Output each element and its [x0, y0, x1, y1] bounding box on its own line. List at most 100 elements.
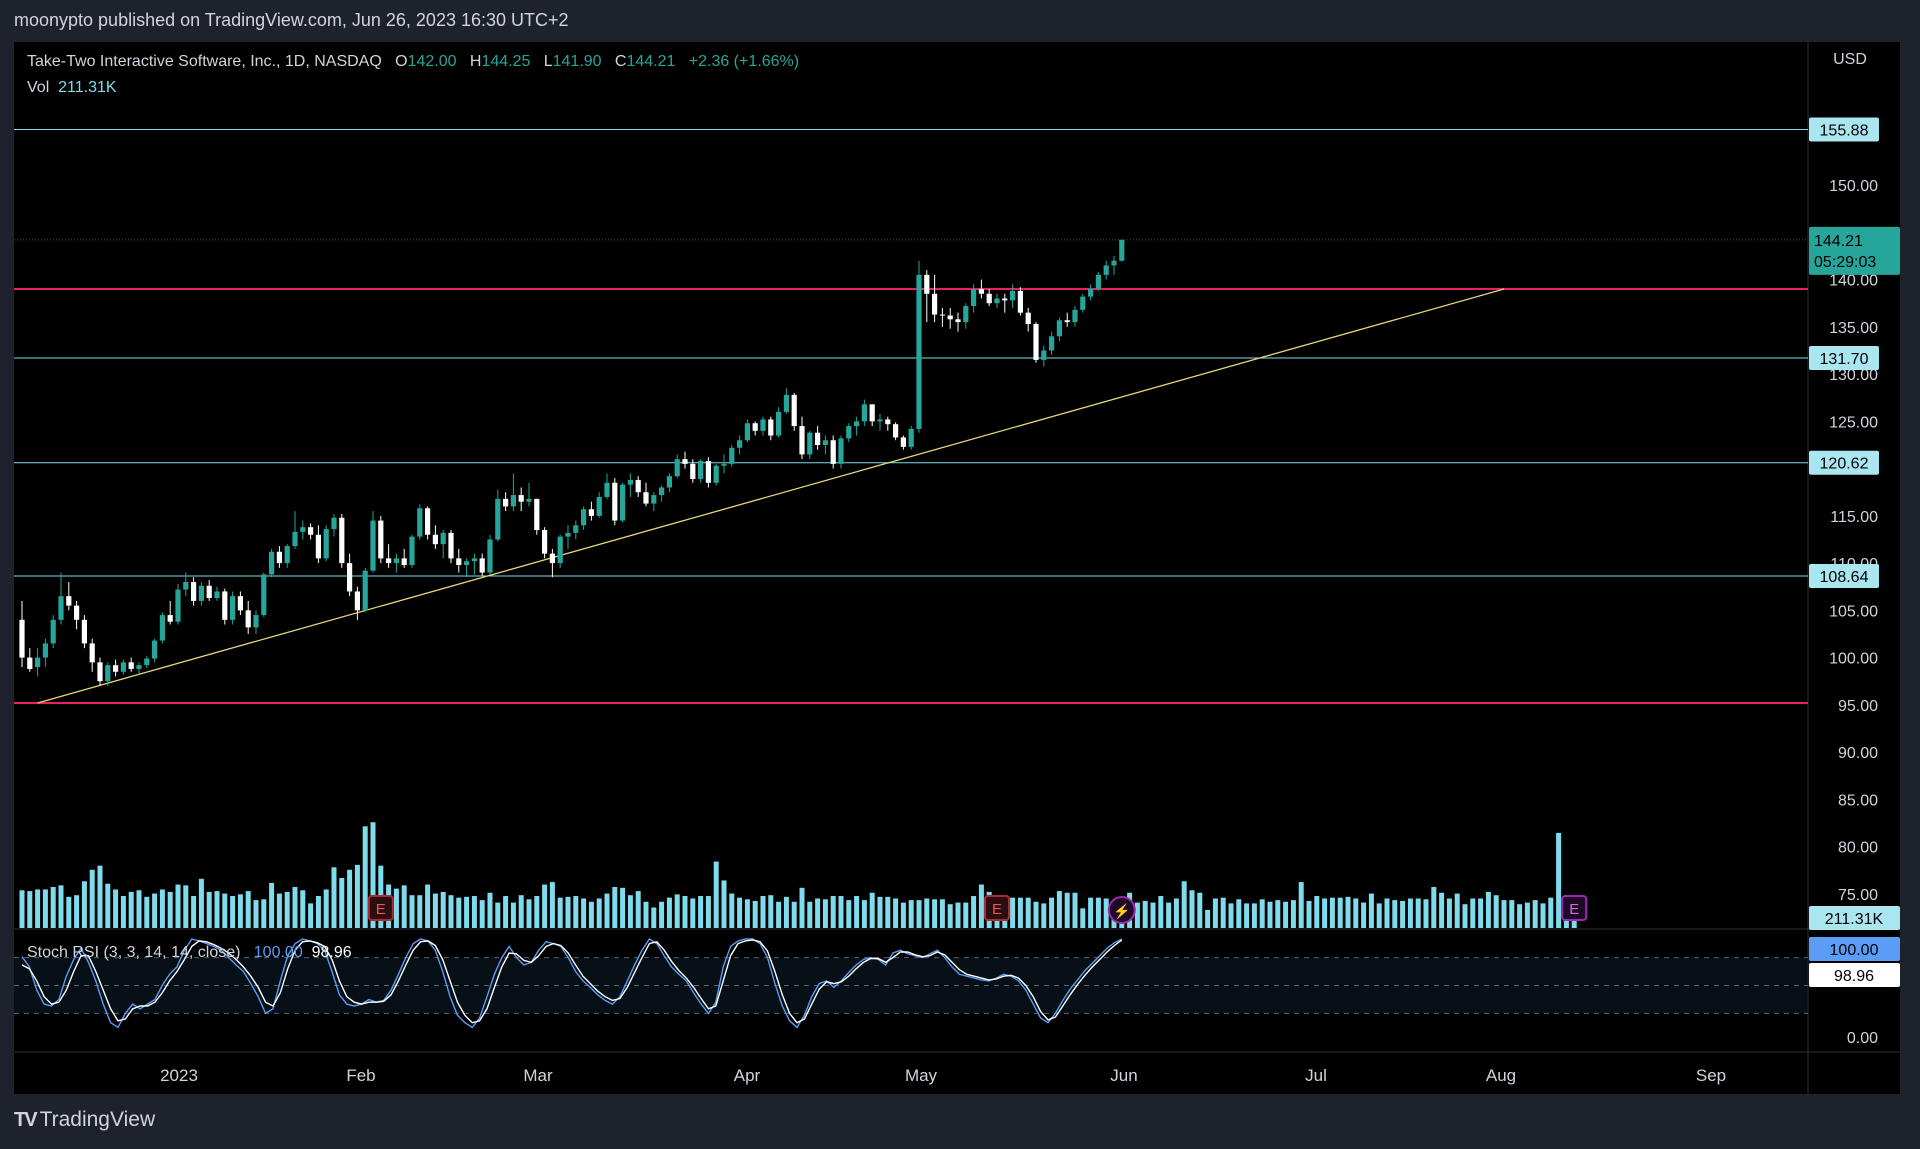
- candle-body: [503, 498, 509, 507]
- volume-bar: [456, 897, 462, 928]
- volume-bar: [1532, 900, 1538, 928]
- volume-bar: [877, 896, 883, 928]
- candle-body: [924, 274, 930, 294]
- volume-bar: [1025, 897, 1031, 928]
- volume-bar: [799, 887, 805, 928]
- stoch-rsi-k-line: [21, 938, 1123, 1029]
- volume-bar: [1189, 890, 1195, 928]
- volume-bar: [393, 888, 399, 928]
- candle-body: [752, 423, 758, 431]
- volume-bar: [27, 891, 33, 928]
- volume-bar: [1392, 900, 1398, 928]
- price-chart[interactable]: USD150.00145.00140.00135.00130.00125.001…: [14, 42, 1900, 1094]
- volume-bar: [245, 891, 251, 928]
- candle-body: [276, 551, 282, 564]
- volume-bar: [1150, 902, 1156, 928]
- volume-bar: [1142, 900, 1148, 928]
- volume-bar: [971, 896, 977, 928]
- volume-bar: [978, 884, 984, 928]
- volume-bar: [854, 896, 860, 928]
- candle-body: [581, 509, 587, 526]
- volume-bar: [783, 896, 789, 928]
- volume-bar: [50, 887, 56, 928]
- volume-bar: [417, 895, 423, 928]
- candle-body: [261, 574, 267, 616]
- volume-bar: [144, 896, 150, 928]
- y-tick-label: 75.00: [1838, 887, 1878, 904]
- volume-bar: [1080, 908, 1086, 928]
- ascending-trendline: [37, 288, 1505, 704]
- volume-bar: [1095, 897, 1101, 928]
- volume-bar: [1212, 898, 1218, 928]
- candle-body: [783, 394, 789, 412]
- volume-bar: [214, 891, 220, 928]
- candle-body: [1033, 324, 1039, 360]
- volume-bar: [791, 901, 797, 928]
- volume-bar: [222, 893, 228, 928]
- y-tick-label: 90.00: [1838, 745, 1878, 762]
- volume-bar: [963, 902, 969, 928]
- volume-bar: [768, 895, 774, 928]
- candle-body: [1119, 239, 1125, 261]
- x-tick-label: Apr: [734, 1066, 761, 1085]
- candle-body: [1025, 312, 1031, 325]
- candle-body: [744, 423, 750, 441]
- volume-bar: [1259, 899, 1265, 928]
- volume-bar: [924, 898, 930, 928]
- candle-body: [947, 315, 953, 320]
- volume-bar: [846, 900, 852, 928]
- volume-bar: [1088, 897, 1094, 928]
- candle-body: [627, 479, 633, 485]
- y-tick-label: 80.00: [1838, 840, 1878, 857]
- chart-panel[interactable]: USD150.00145.00140.00135.00130.00125.001…: [14, 42, 1900, 1094]
- earnings-marker: [1561, 895, 1588, 921]
- volume-bar: [869, 892, 875, 928]
- candle-body: [27, 657, 33, 669]
- volume-bar: [167, 891, 173, 928]
- symbol-legend: Take-Two Interactive Software, Inc., 1D,…: [27, 53, 799, 71]
- candle-body: [690, 463, 696, 479]
- candle-body: [1080, 296, 1086, 310]
- volume-bar: [947, 904, 953, 928]
- candle-body: [58, 596, 64, 620]
- candle-body: [440, 532, 446, 545]
- volume-bar: [1298, 882, 1304, 928]
- volume-bar: [1158, 896, 1164, 928]
- volume-bar: [916, 900, 922, 928]
- tradingview-brand[interactable]: TV TradingView: [14, 1108, 155, 1132]
- volume-bar: [690, 898, 696, 928]
- volume-bar: [1220, 897, 1226, 928]
- volume-bar: [1470, 898, 1476, 928]
- volume-bar: [612, 887, 618, 928]
- candle-body: [822, 440, 828, 445]
- candle-body: [42, 643, 48, 658]
- candle-body: [292, 531, 298, 547]
- candle-body: [362, 570, 368, 611]
- volume-bar: [1524, 902, 1530, 928]
- volume-bar: [1290, 900, 1296, 928]
- candle-body: [401, 558, 407, 565]
- close-value: 144.21: [626, 53, 676, 70]
- candle-body: [635, 479, 641, 493]
- candle-body: [612, 482, 618, 521]
- candle-body: [573, 525, 579, 533]
- volume-bar: [729, 893, 735, 928]
- candle-body: [838, 438, 844, 464]
- volume-bar: [822, 899, 828, 928]
- candle-body: [737, 440, 743, 448]
- volume-bar: [1548, 897, 1554, 928]
- candle-body: [682, 459, 688, 464]
- volume-bar: [1407, 898, 1413, 928]
- candle-body: [1010, 290, 1016, 301]
- stoch-rsi-label: Stoch RSI (3, 3, 14, 14, close): [27, 944, 241, 961]
- candle-body: [549, 553, 555, 564]
- volume-bar: [534, 896, 540, 928]
- candle-body: [487, 539, 493, 573]
- volume-bar: [206, 891, 212, 928]
- volume-bar: [776, 901, 782, 928]
- volume-label: Vol: [27, 79, 50, 96]
- candle-body: [191, 582, 197, 601]
- volume-bar: [97, 865, 103, 928]
- candle-body: [432, 534, 438, 545]
- candle-body: [1103, 265, 1109, 275]
